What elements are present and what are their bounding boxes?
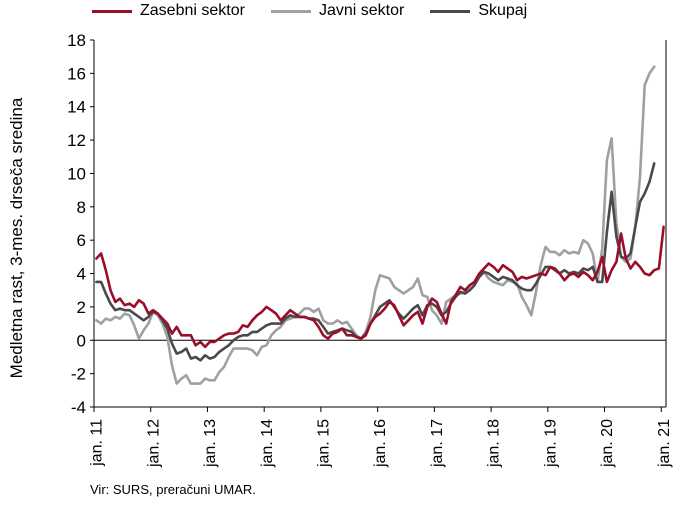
x-tick-label: jan. 14 bbox=[259, 419, 276, 468]
x-tick-label: jan. 13 bbox=[202, 419, 219, 468]
y-tick-label: 16 bbox=[67, 64, 86, 83]
y-tick-label: 14 bbox=[67, 98, 86, 117]
y-tick-label: 6 bbox=[77, 231, 86, 250]
legend-swatch-zasebni bbox=[92, 9, 132, 13]
legend-label-skupaj: Skupaj bbox=[478, 2, 528, 19]
x-tick-label: jan. 11 bbox=[89, 419, 106, 467]
legend-item-skupaj: Skupaj bbox=[430, 2, 527, 20]
x-tick-label: jan. 15 bbox=[316, 419, 333, 468]
x-tick-label: jan. 21 bbox=[656, 419, 673, 468]
legend-swatch-javni bbox=[270, 9, 311, 13]
legend-label-zasebni: Zasebni sektor bbox=[140, 2, 245, 19]
source-note: Vir: SURS, preračuni UMAR. bbox=[90, 482, 256, 497]
series-line-skupaj bbox=[95, 162, 656, 362]
legend-swatch-skupaj bbox=[430, 9, 471, 13]
y-tick-label: 8 bbox=[77, 198, 86, 217]
series-lines bbox=[95, 65, 665, 385]
y-tick-label: 18 bbox=[67, 31, 86, 50]
x-tick-label: jan. 16 bbox=[372, 419, 389, 468]
y-axis-label: Medletna rast, 3-mes. drseča sredina bbox=[7, 97, 26, 378]
x-tick-label: jan. 18 bbox=[486, 419, 503, 468]
series-line-javni bbox=[95, 65, 656, 385]
y-tick-label: 12 bbox=[67, 131, 86, 150]
x-tick-label: jan. 12 bbox=[145, 419, 162, 468]
y-tick-label: -4 bbox=[71, 398, 86, 417]
x-tick-label: jan. 17 bbox=[429, 419, 446, 468]
legend-item-javni: Javni sektor bbox=[270, 2, 405, 20]
y-tick-label: -2 bbox=[71, 365, 86, 384]
legend: Zasebni sektor Javni sektor Skupaj bbox=[92, 2, 553, 20]
legend-label-javni: Javni sektor bbox=[318, 2, 405, 19]
series-line-zasebni bbox=[95, 225, 665, 349]
y-tick-label: 2 bbox=[77, 298, 86, 317]
x-tick-label: jan. 20 bbox=[599, 419, 616, 468]
axes: -4 -2 0 2 4 6 8 10 12 14 16 18 jan. 11 jan. 12 jan. 13… bbox=[67, 31, 673, 468]
y-tick-label: 10 bbox=[67, 164, 86, 183]
y-tick-label: 0 bbox=[77, 331, 86, 350]
x-tick-label: jan. 19 bbox=[542, 419, 559, 468]
legend-item-zasebni: Zasebni sektor bbox=[92, 2, 245, 20]
y-tick-label: 4 bbox=[77, 265, 86, 284]
